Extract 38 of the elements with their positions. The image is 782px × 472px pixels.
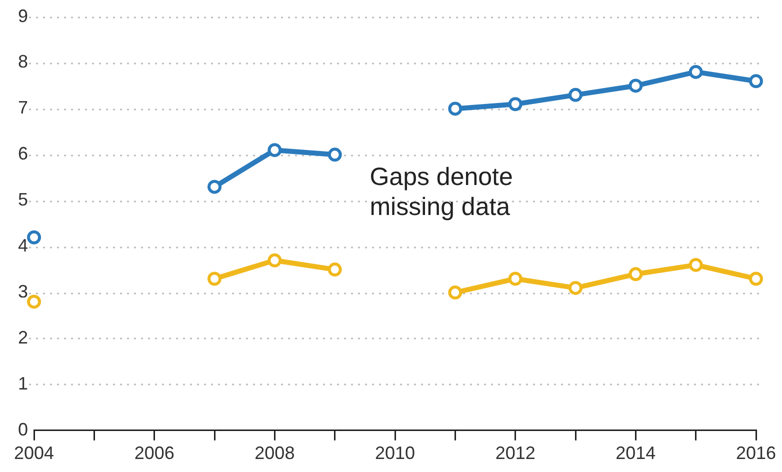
point bbox=[508, 272, 522, 286]
y-tick-label: 7 bbox=[18, 98, 28, 118]
point bbox=[208, 180, 222, 194]
point bbox=[448, 102, 462, 116]
x-tick-label: 2006 bbox=[134, 443, 174, 464]
point bbox=[568, 280, 583, 295]
y-tick-label: 9 bbox=[18, 6, 28, 26]
point bbox=[628, 78, 643, 93]
x-tick-label: 2016 bbox=[736, 443, 776, 464]
point bbox=[508, 97, 522, 112]
point bbox=[268, 143, 282, 158]
annotation: Gaps denote missing data bbox=[370, 163, 513, 222]
y-tick-label: 2 bbox=[18, 327, 28, 348]
point bbox=[448, 286, 462, 300]
x-tick-label: 2014 bbox=[616, 443, 656, 464]
point bbox=[27, 230, 42, 244]
x-tick-label: 2012 bbox=[495, 443, 536, 464]
point bbox=[749, 74, 763, 88]
point bbox=[328, 262, 342, 277]
x-tick-label: 2008 bbox=[254, 443, 295, 464]
x-tick-label: 2010 bbox=[374, 443, 416, 464]
y-tick-label: 6 bbox=[18, 144, 28, 164]
y-tick-label: 4 bbox=[18, 236, 28, 256]
y-tick-label: 0 bbox=[18, 419, 28, 440]
point bbox=[688, 258, 703, 272]
point bbox=[688, 64, 703, 79]
y-tick-label: 5 bbox=[18, 190, 28, 210]
point bbox=[27, 294, 42, 309]
y-tick-label: 3 bbox=[18, 282, 28, 302]
point bbox=[208, 272, 222, 286]
x-tick-label: 2004 bbox=[14, 443, 54, 464]
point bbox=[268, 253, 282, 268]
point bbox=[328, 148, 342, 162]
point bbox=[568, 88, 583, 102]
point bbox=[749, 272, 763, 286]
y-tick-label: 1 bbox=[18, 373, 28, 394]
point bbox=[628, 267, 643, 282]
y-tick-label: 8 bbox=[18, 52, 28, 72]
